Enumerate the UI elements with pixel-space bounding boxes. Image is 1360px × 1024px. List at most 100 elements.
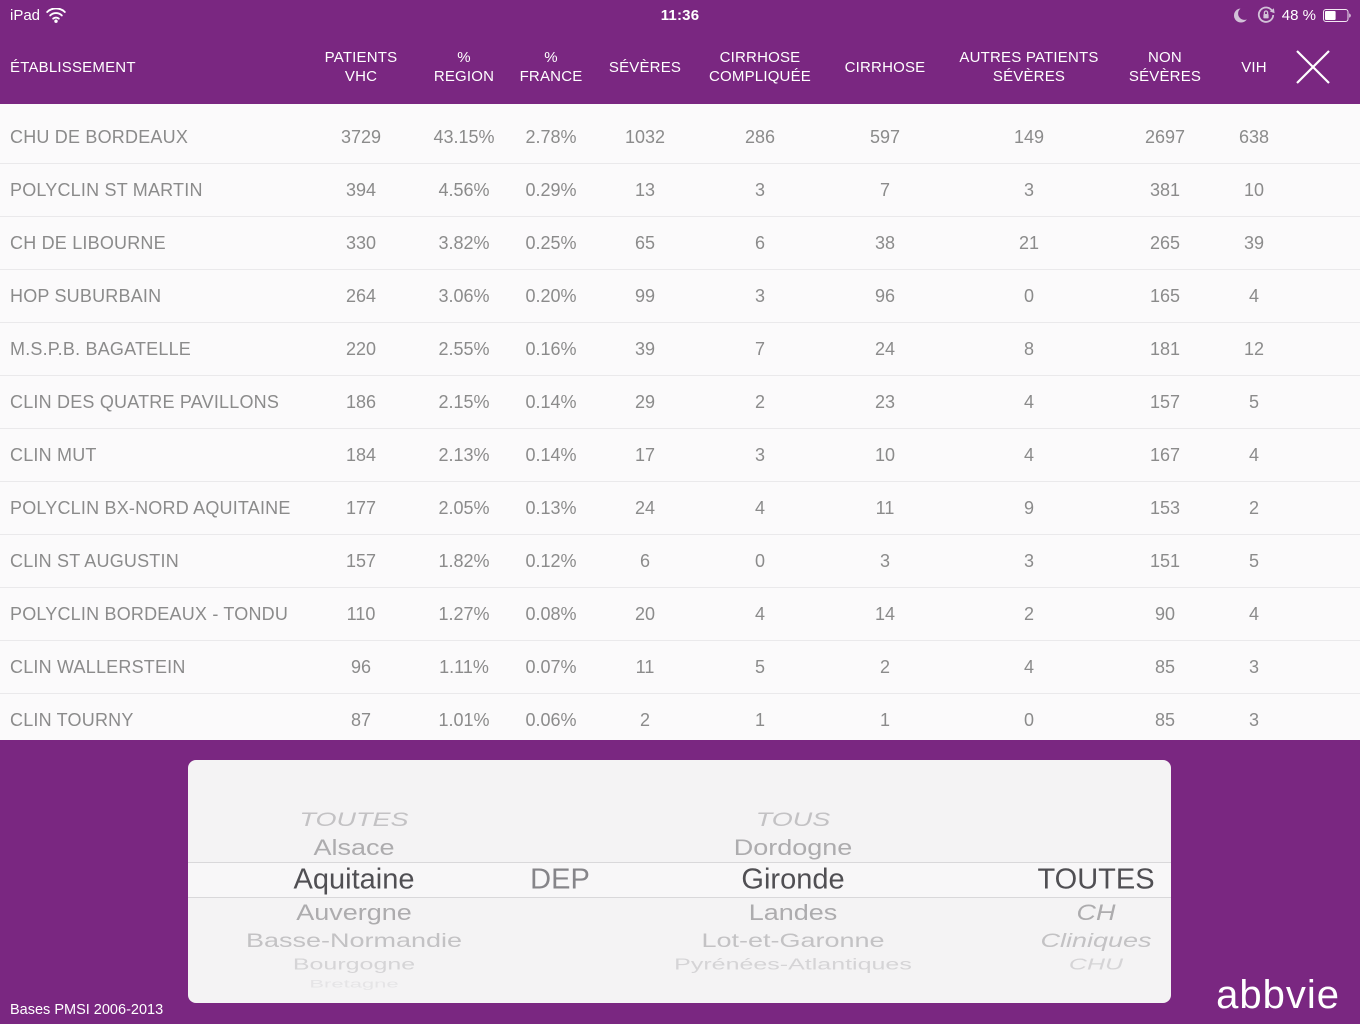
table-row[interactable]: CLIN MUT 184 2.13% 0.14% 17 3 10 4 167 4	[0, 429, 1360, 482]
close-button[interactable]	[1282, 30, 1360, 104]
picker-item-department[interactable]: Pyrénées-Atlantiques	[674, 956, 912, 974]
cell-value: 2	[754, 391, 765, 412]
cell-value: 2	[639, 709, 650, 730]
picker-item-region[interactable]: TOUTES	[299, 808, 409, 831]
table-row[interactable]: CLIN DES QUATRE PAVILLONS 186 2.15% 0.14% 29…	[0, 376, 1360, 429]
cell-value: 157	[345, 550, 377, 571]
cell-value: 3	[1023, 550, 1034, 571]
column-header-cirrhose-compliquee: CIRRHOSE COMPLIQUÉE	[708, 49, 812, 85]
abbvie-logo: abbvie	[1216, 973, 1340, 1017]
cell-value: 597	[869, 126, 901, 147]
picker-item-type[interactable]: Cliniques	[1040, 929, 1152, 952]
picker-item-type[interactable]: CH	[1076, 900, 1116, 925]
cell-value: 3	[754, 285, 765, 306]
cell-value: 0.08%	[525, 603, 577, 624]
picker-item-region[interactable]: Bretagne	[309, 977, 399, 991]
cell-value: 3.06%	[438, 285, 490, 306]
table-row[interactable]: CH DE LIBOURNE 330 3.82% 0.25% 65 6 38 21 265 39	[0, 217, 1360, 270]
table-header: ÉTABLISSEMENT PATIENTS VHC % REGION % FR…	[0, 30, 1360, 104]
picker-item-region[interactable]: Bourgogne	[292, 956, 416, 974]
cell-value: 96	[874, 285, 896, 306]
establishment-name: POLYCLIN BORDEAUX - TONDU	[10, 603, 289, 624]
cell-value: 2.55%	[438, 338, 490, 359]
picker-item-region[interactable]: Auvergne	[296, 900, 412, 925]
column-header-severes: SÉVÈRES	[608, 58, 682, 76]
cell-value: 0.29%	[525, 179, 577, 200]
cell-value: 96	[350, 656, 372, 677]
cell-value: 3.82%	[438, 232, 490, 253]
cell-value: 2.13%	[438, 444, 490, 465]
cell-value: 2.78%	[525, 126, 577, 147]
cell-value: 4	[1248, 603, 1259, 624]
picker-item-type-selected[interactable]: TOUTES	[1037, 863, 1155, 896]
cell-value: 13	[634, 179, 656, 200]
table-row[interactable]: POLYCLIN BORDEAUX - TONDU 110 1.27% 0.08% 20…	[0, 588, 1360, 641]
cell-value: 2	[1248, 497, 1259, 518]
picker-item-region[interactable]: Alsace	[313, 835, 395, 860]
cell-value: 177	[345, 497, 377, 518]
source-note: Bases PMSI 2006-2013	[10, 1002, 164, 1018]
establishment-name: POLYCLIN ST MARTIN	[10, 179, 203, 200]
cell-value: 4.56%	[438, 179, 490, 200]
cell-value: 0.06%	[525, 709, 577, 730]
establishment-name: CLIN TOURNY	[10, 709, 134, 730]
cell-value: 0.25%	[525, 232, 577, 253]
picker-item-department[interactable]: Lot-et-Garonne	[701, 929, 885, 952]
picker-item-department[interactable]: Landes	[748, 900, 838, 925]
table-row[interactable]: CHU DE BORDEAUX 3729 43.15% 2.78% 1032 286 597…	[0, 111, 1360, 164]
cell-value: 165	[1149, 285, 1181, 306]
cell-value: 1.01%	[438, 709, 490, 730]
cell-value: 1032	[624, 126, 666, 147]
table-row[interactable]: HOP SUBURBAIN 264 3.06% 0.20% 99 3 96 0 165 4	[0, 270, 1360, 323]
table-row[interactable]: CLIN TOURNY 87 1.01% 0.06% 2 1 1 0 85 3	[0, 694, 1360, 740]
cell-value: 167	[1149, 444, 1181, 465]
status-bar: iPad 11:36 48 %	[0, 0, 1360, 30]
establishment-name: CLIN ST AUGUSTIN	[10, 550, 179, 571]
picker-selection-band	[188, 862, 1171, 898]
cell-value: 39	[634, 338, 656, 359]
cell-value: 2697	[1144, 126, 1186, 147]
cell-value: 3	[754, 179, 765, 200]
orientation-lock-icon	[1257, 6, 1275, 23]
table-row[interactable]: CLIN ST AUGUSTIN 157 1.82% 0.12% 6 0 3 3 151 5	[0, 535, 1360, 588]
cell-value: 4	[1023, 391, 1034, 412]
cell-value: 12	[1243, 338, 1265, 359]
table-row[interactable]: CLIN WALLERSTEIN 96 1.11% 0.07% 11 5 2 4 85 3	[0, 641, 1360, 694]
cell-value: 9	[1023, 497, 1034, 518]
cell-value: 1	[754, 709, 765, 730]
cell-value: 10	[1243, 179, 1265, 200]
cell-value: 4	[1248, 444, 1259, 465]
table-row[interactable]: POLYCLIN BX-NORD AQUITAINE 177 2.05% 0.13% 2…	[0, 482, 1360, 535]
cell-value: 1.27%	[438, 603, 490, 624]
cell-value: 38	[874, 232, 896, 253]
table-row[interactable]: M.S.P.B. BAGATELLE 220 2.55% 0.16% 39 7 24 8 181…	[0, 323, 1360, 376]
cell-value: 0	[1023, 709, 1034, 730]
battery-percent: 48 %	[1281, 6, 1316, 24]
picker-item-type[interactable]: CHU	[1068, 956, 1124, 974]
table-body: CHU DE BORDEAUX 3729 43.15% 2.78% 1032 286 597…	[0, 104, 1360, 740]
picker-item-department[interactable]: TOUS	[755, 808, 831, 831]
picker-item-department-selected[interactable]: Gironde	[741, 863, 845, 896]
picker-item-department[interactable]: Dordogne	[733, 835, 853, 860]
picker-item-region[interactable]: Basse-Normandie	[245, 929, 463, 952]
cell-value: 0.20%	[525, 285, 577, 306]
cell-value: 85	[1154, 709, 1176, 730]
cell-value: 0.13%	[525, 497, 577, 518]
cell-value: 11	[875, 497, 895, 518]
picker-item-region-selected[interactable]: Aquitaine	[293, 863, 415, 896]
column-header-pct-france: % FRANCE	[519, 49, 583, 85]
cell-value: 90	[1154, 603, 1176, 624]
cell-value: 17	[634, 444, 656, 465]
cell-value: 6	[639, 550, 650, 571]
cell-value: 3	[1248, 709, 1259, 730]
cell-value: 1	[879, 709, 890, 730]
cell-value: 4	[754, 603, 765, 624]
wifi-icon	[46, 7, 66, 23]
establishment-name: HOP SUBURBAIN	[10, 285, 162, 306]
table-row[interactable]: POLYCLIN ST MARTIN 394 4.56% 0.29% 13 3 7 3 381 1…	[0, 164, 1360, 217]
cell-value: 153	[1149, 497, 1181, 518]
column-header-cirrhose: CIRRHOSE	[844, 58, 926, 76]
cell-value: 4	[1023, 656, 1034, 677]
bottom-bar: TOUTES Alsace Aquitaine Auvergne Basse-Norma…	[0, 740, 1360, 1024]
cell-value: 3	[1023, 179, 1034, 200]
